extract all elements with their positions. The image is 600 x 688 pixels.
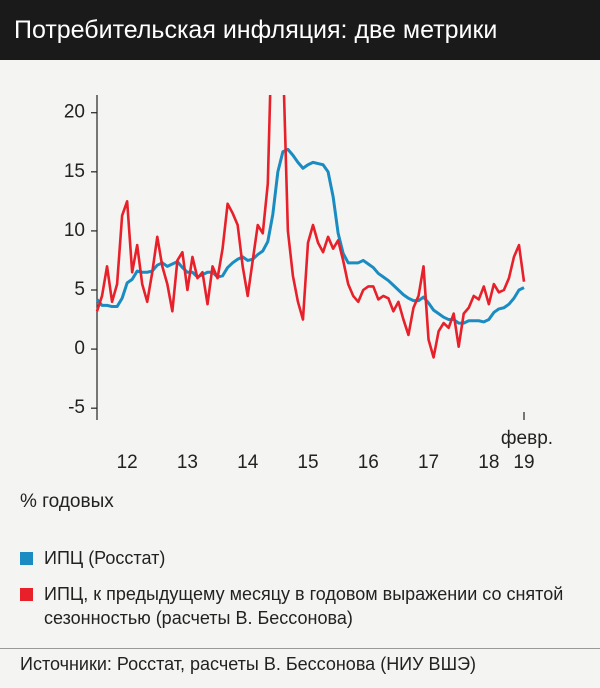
- series-line: [95, 95, 526, 359]
- legend-swatch: [20, 588, 33, 601]
- y-tick-label: 20: [64, 102, 85, 123]
- y-tick-label: 10: [64, 220, 85, 241]
- plot: [95, 95, 526, 359]
- legend-swatch: [20, 552, 33, 565]
- y-axis-label: % годовых: [20, 491, 114, 512]
- chart-title: Потребительская инфляция: две метрики: [0, 0, 600, 60]
- legend-item: ИПЦ, к предыдущему месяцу в годовом выра…: [20, 582, 580, 630]
- x-tick-label: 18: [478, 452, 499, 473]
- x-tick-label: 15: [297, 452, 318, 473]
- x-tick-label: 12: [117, 452, 138, 473]
- x-tick-label: 17: [418, 452, 439, 473]
- x-tick-label: 13: [177, 452, 198, 473]
- x-tick-label: 16: [358, 452, 379, 473]
- legend-label: ИПЦ, к предыдущему месяцу в годовом выра…: [44, 584, 564, 628]
- x-tick-label: 19: [513, 452, 534, 473]
- annotation: февр.: [501, 428, 553, 449]
- source: Источники: Росстат, расчеты В. Бессонова…: [20, 654, 476, 674]
- y-tick-label: 15: [64, 161, 85, 182]
- y-tick-label: 0: [74, 338, 85, 359]
- chart: % годовых -5 0 5 10 15 20 12 13 14 15 16 17 18 19 февр…: [20, 95, 553, 512]
- legend-item: ИПЦ (Росстат): [20, 546, 580, 570]
- x-tick-label: 14: [237, 452, 259, 473]
- separator: [0, 648, 600, 649]
- y-tick-label: -5: [68, 397, 85, 418]
- legend-label: ИПЦ (Росстат): [44, 548, 166, 568]
- y-tick-label: 5: [74, 279, 85, 300]
